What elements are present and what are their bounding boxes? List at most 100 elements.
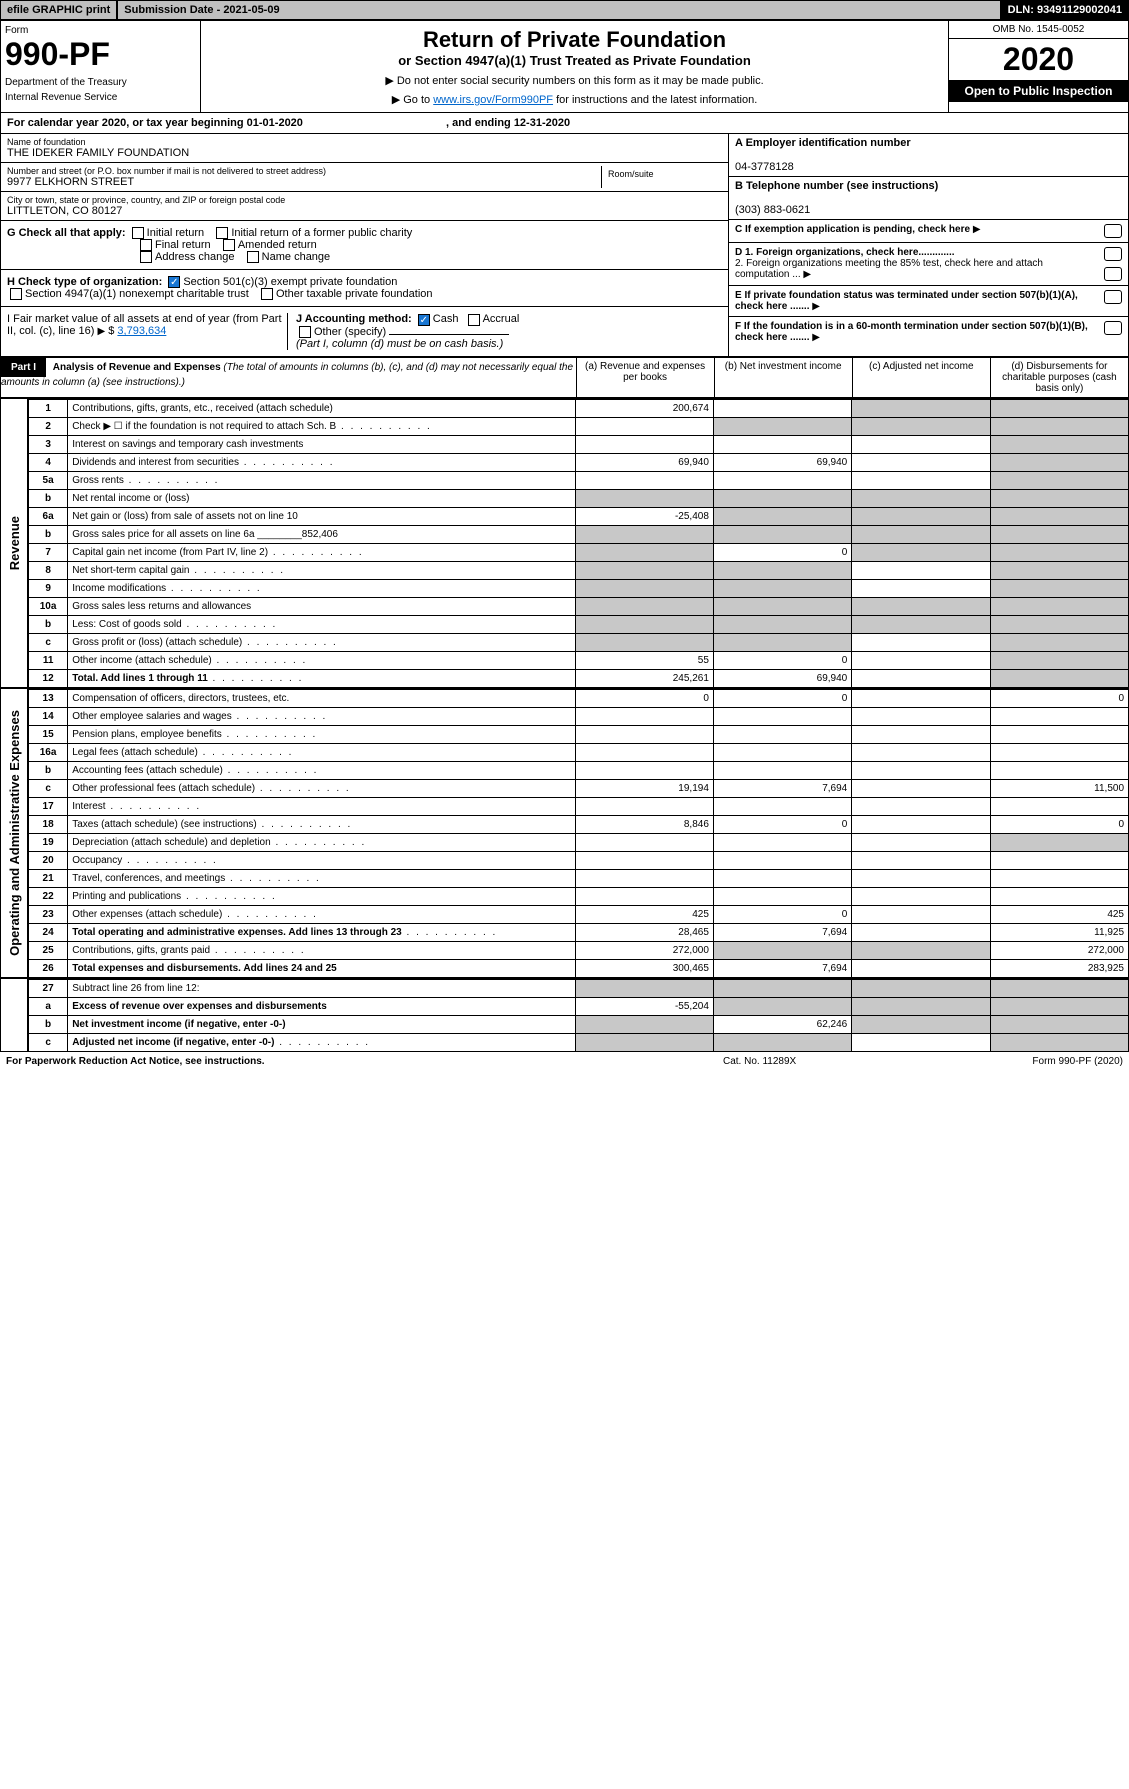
note-ssn: ▶ Do not enter social security numbers o…: [207, 74, 942, 87]
cell-value: [990, 743, 1128, 761]
line-desc: Total operating and administrative expen…: [68, 923, 575, 941]
line-desc: Net rental income or (loss): [68, 489, 575, 507]
note-pre: ▶ Go to: [392, 94, 433, 106]
line-number: b: [29, 615, 68, 633]
cell-value: [713, 471, 851, 489]
line-desc: Excess of revenue over expenses and disb…: [68, 997, 575, 1015]
footer-catno: Cat. No. 11289X: [723, 1056, 923, 1067]
header-right: OMB No. 1545-0052 2020 Open to Public In…: [948, 21, 1128, 112]
cell-value: [575, 887, 713, 905]
c-checkbox[interactable]: [1104, 224, 1122, 238]
cell-shaded: [852, 489, 990, 507]
cell-value: [990, 851, 1128, 869]
chk-501c3[interactable]: [168, 276, 180, 288]
form-header: Form 990-PF Department of the Treasury I…: [0, 20, 1129, 113]
chk-name-change[interactable]: [247, 251, 259, 263]
cell-value: [575, 761, 713, 779]
addr-label: Number and street (or P.O. box number if…: [7, 166, 601, 176]
chk-accrual[interactable]: [468, 314, 480, 326]
line-desc: Other employee salaries and wages: [68, 707, 575, 725]
line-number: 16a: [29, 743, 68, 761]
line-desc: Contributions, gifts, grants, etc., rece…: [68, 399, 575, 417]
arrow-icon: [812, 332, 820, 343]
g-checks: G Check all that apply: Initial return I…: [1, 221, 728, 270]
line-desc: Contributions, gifts, grants paid: [68, 941, 575, 959]
revenue-section: Revenue 1Contributions, gifts, grants, e…: [0, 398, 1129, 688]
cell-value: 0: [713, 815, 851, 833]
cell-value: 425: [575, 905, 713, 923]
cell-value: [575, 851, 713, 869]
chk-other-acct[interactable]: [299, 326, 311, 338]
chk-amended[interactable]: [223, 239, 235, 251]
j-note: (Part I, column (d) must be on cash basi…: [296, 338, 503, 350]
calendar-year-row: For calendar year 2020, or tax year begi…: [0, 113, 1129, 134]
cell-value: [990, 887, 1128, 905]
omb-number: OMB No. 1545-0052: [949, 21, 1128, 39]
chk-initial-former[interactable]: [216, 227, 228, 239]
j-label: J Accounting method:: [296, 313, 412, 325]
cell-shaded: [575, 1015, 713, 1033]
arrow-icon: [97, 325, 105, 337]
line-number: b: [29, 1015, 68, 1033]
cell-value: [713, 725, 851, 743]
irs-link[interactable]: www.irs.gov/Form990PF: [433, 94, 553, 106]
chk-initial[interactable]: [132, 227, 144, 239]
chk-4947[interactable]: [10, 288, 22, 300]
cell-shaded: [990, 979, 1128, 997]
foundation-name-cell: Name of foundation THE IDEKER FAMILY FOU…: [1, 134, 728, 163]
cell-shaded: [852, 525, 990, 543]
cell-value: 283,925: [990, 959, 1128, 977]
line-number: 10a: [29, 597, 68, 615]
part1-header-table: Part I Analysis of Revenue and Expenses …: [0, 357, 1129, 398]
e-checkbox[interactable]: [1104, 290, 1122, 304]
footer-formref: Form 990-PF (2020): [923, 1056, 1123, 1067]
cell-value: [852, 561, 990, 579]
line-number: 23: [29, 905, 68, 923]
cell-value: 200,674: [575, 399, 713, 417]
cell-shaded: [990, 615, 1128, 633]
cell-value: [852, 633, 990, 651]
line-desc: Interest: [68, 797, 575, 815]
cell-value: [713, 399, 851, 417]
line-number: b: [29, 525, 68, 543]
cell-value: [852, 1033, 990, 1051]
g1: Initial return: [147, 227, 204, 239]
line-number: 2: [29, 417, 68, 435]
cell-shaded: [990, 651, 1128, 669]
line-desc: Accounting fees (attach schedule): [68, 761, 575, 779]
chk-other-tax[interactable]: [261, 288, 273, 300]
i-value[interactable]: 3,793,634: [117, 325, 166, 337]
cell-value: [713, 797, 851, 815]
cell-value: [852, 761, 990, 779]
cell-shaded: [713, 1033, 851, 1051]
cell-shaded: [990, 543, 1128, 561]
line-desc: Net short-term capital gain: [68, 561, 575, 579]
arrow-icon: [812, 301, 820, 312]
h2: Section 4947(a)(1) nonexempt charitable …: [25, 288, 249, 300]
address-row: Number and street (or P.O. box number if…: [1, 163, 728, 192]
expenses-side-label: Operating and Administrative Expenses: [0, 689, 28, 978]
cell-value: [575, 869, 713, 887]
line-number: b: [29, 489, 68, 507]
line-number: 19: [29, 833, 68, 851]
line-number: 12: [29, 669, 68, 687]
cell-value: 7,694: [713, 959, 851, 977]
line-number: 18: [29, 815, 68, 833]
chk-final[interactable]: [140, 239, 152, 251]
chk-addr-change[interactable]: [140, 251, 152, 263]
cell-shaded: [575, 597, 713, 615]
cell-value: 425: [990, 905, 1128, 923]
cell-value: 69,940: [713, 453, 851, 471]
d1-checkbox[interactable]: [1104, 247, 1122, 261]
cell-shaded: [990, 471, 1128, 489]
header-left: Form 990-PF Department of the Treasury I…: [1, 21, 201, 112]
line-desc: Depreciation (attach schedule) and deple…: [68, 833, 575, 851]
cell-value: [852, 471, 990, 489]
form-number: 990-PF: [5, 36, 196, 73]
f-checkbox[interactable]: [1104, 321, 1122, 335]
chk-cash[interactable]: [418, 314, 430, 326]
d2-checkbox[interactable]: [1104, 267, 1122, 281]
cell-value: [990, 761, 1128, 779]
cell-shaded: [575, 525, 713, 543]
cell-shaded: [575, 543, 713, 561]
